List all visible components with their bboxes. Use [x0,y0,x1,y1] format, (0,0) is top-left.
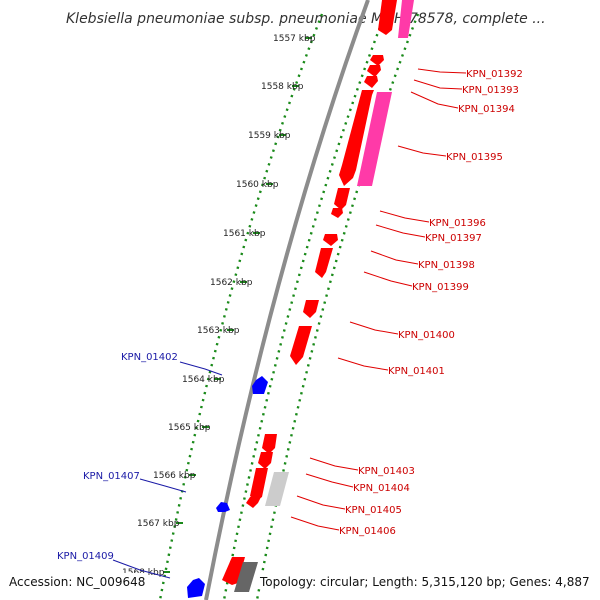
gene-label[interactable]: KPN_01399 [412,282,469,293]
tick-label: 1561 kbp [223,229,266,239]
gene-arrow[interactable] [303,300,319,318]
tick-label: 1567 kbp [137,519,180,529]
gene-arrow[interactable] [370,55,384,66]
footer-backdrop-left [6,573,146,589]
gene-label[interactable]: KPN_01400 [398,330,455,341]
tick-label: 1557 kbp [273,34,316,44]
gene-arrow[interactable] [234,562,258,592]
gene-label[interactable]: KPN_01396 [429,218,486,229]
gene-arrow[interactable] [252,376,268,394]
gene-label[interactable]: KPN_01406 [339,526,396,537]
tick-label: 1560 kbp [236,180,279,190]
gene-label[interactable]: KPN_01407 [83,471,140,482]
gene-arrow[interactable] [398,0,414,38]
footer-backdrop-right [258,573,594,589]
accession-text: Accession: NC_009648 [9,575,145,589]
tick-marks [163,37,312,573]
tick-label: 1563 kbp [197,326,240,336]
reverse-genes [187,376,268,598]
gene-label[interactable]: KPN_01395 [446,152,503,163]
gene-arrow[interactable] [250,468,268,501]
gene-arrow[interactable] [331,208,343,218]
outer-gene-labels: KPN_01392 KPN_01393 KPN_01394 KPN_01395 … [339,69,523,537]
gene-label[interactable]: KPN_01402 [121,352,178,363]
forward-genes [222,0,414,592]
gene-arrow[interactable] [364,76,378,88]
ruler-track-inner [158,13,324,600]
gene-arrow[interactable] [246,497,261,508]
gene-arrow[interactable] [323,234,338,246]
gene-arrow[interactable] [290,326,312,365]
ruler-track-mid [222,13,387,600]
gene-arrow[interactable] [334,188,350,210]
gene-label[interactable]: KPN_01403 [358,466,415,477]
tick-label: 1564 kbp [182,375,225,385]
map-title: Klebsiella pneumoniae subsp. pneumoniae … [66,11,546,27]
inner-gene-labels: KPN_01402 KPN_01407 KPN_01409 [57,352,178,562]
gene-arrow[interactable] [258,452,273,469]
tick-label: 1565 kbp [168,423,211,433]
gene-arrow[interactable] [339,90,374,186]
gene-arrow[interactable] [367,65,381,77]
gene-arrow[interactable] [378,0,397,35]
gene-arrow[interactable] [315,248,333,278]
inner-label-connectors [112,361,223,579]
gene-label[interactable]: KPN_01405 [345,505,402,516]
gene-arrow[interactable] [216,502,230,512]
tick-label: 1558 kbp [261,82,304,92]
genome-summary-text: Topology: circular; Length: 5,315,120 bp… [259,575,590,589]
tick-label: 1566 kbp [153,471,196,481]
gene-label[interactable]: KPN_01409 [57,551,114,562]
gene-label[interactable]: KPN_01401 [388,366,445,377]
gene-arrow[interactable] [187,578,205,598]
gene-label[interactable]: KPN_01398 [418,260,475,271]
gene-label[interactable]: KPN_01394 [458,104,515,115]
gene-arrow[interactable] [357,92,392,186]
ruler-track-outer [255,13,420,600]
outer-label-connectors [290,68,467,531]
gene-label[interactable]: KPN_01397 [425,233,482,244]
gene-label[interactable]: KPN_01393 [462,85,519,96]
gene-label[interactable]: KPN_01392 [466,69,523,80]
gene-label[interactable]: KPN_01404 [353,483,410,494]
gene-arrow[interactable] [265,472,289,506]
tick-labels: 1557 kbp 1558 kbp 1559 kbp 1560 kbp 1561… [122,34,316,578]
gene-arrow[interactable] [262,434,277,454]
tick-label: 1562 kbp [210,278,253,288]
tick-label: 1559 kbp [248,131,291,141]
